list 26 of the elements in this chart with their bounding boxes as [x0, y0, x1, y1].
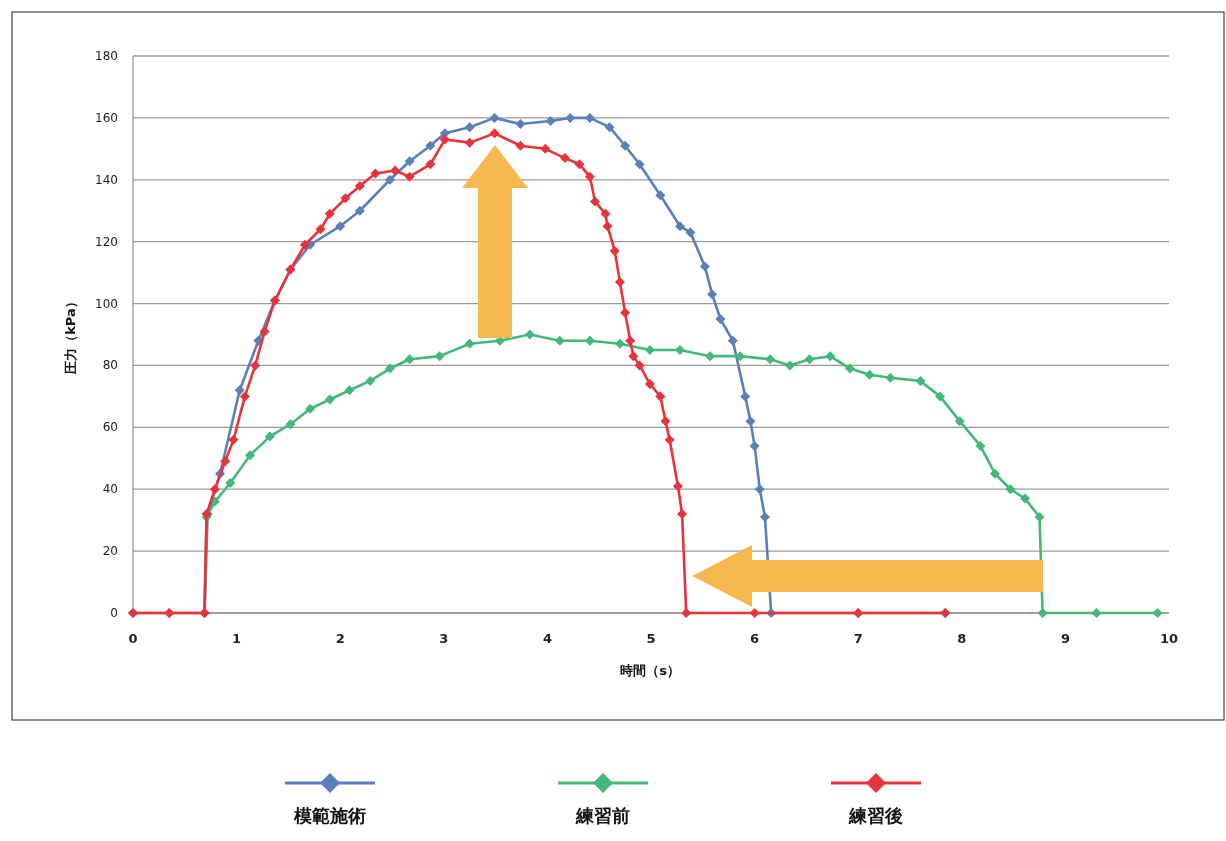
legend-label: 練習後 — [848, 805, 903, 826]
x-tick-label: 2 — [335, 631, 345, 646]
y-tick-label: 100 — [95, 296, 118, 311]
x-tick-label: 9 — [1060, 631, 1070, 646]
x-axis-title: 時間（s） — [620, 663, 680, 678]
y-tick-label: 80 — [102, 358, 118, 373]
x-tick-label: 10 — [1159, 631, 1179, 646]
x-tick-label: 7 — [853, 631, 863, 646]
legend-label: 模範施術 — [293, 805, 366, 826]
x-tick-label: 4 — [542, 631, 552, 646]
x-tick-label: 6 — [750, 631, 760, 646]
y-tick-label: 20 — [102, 544, 118, 559]
x-tick-label: 0 — [128, 631, 138, 646]
y-tick-label: 120 — [95, 234, 118, 249]
legend-label: 練習前 — [575, 805, 630, 826]
x-tick-label: 8 — [957, 631, 967, 646]
y-axis-title: 圧力（kPa） — [63, 295, 78, 375]
y-tick-label: 160 — [95, 110, 118, 125]
y-tick-label: 40 — [102, 482, 118, 497]
x-tick-label: 5 — [646, 631, 656, 646]
y-tick-label: 0 — [110, 606, 118, 620]
y-tick-label: 60 — [102, 420, 118, 435]
x-tick-label: 3 — [439, 631, 449, 646]
y-tick-label: 180 — [95, 49, 118, 63]
x-tick-label: 1 — [232, 631, 242, 646]
y-tick-label: 140 — [95, 172, 118, 187]
